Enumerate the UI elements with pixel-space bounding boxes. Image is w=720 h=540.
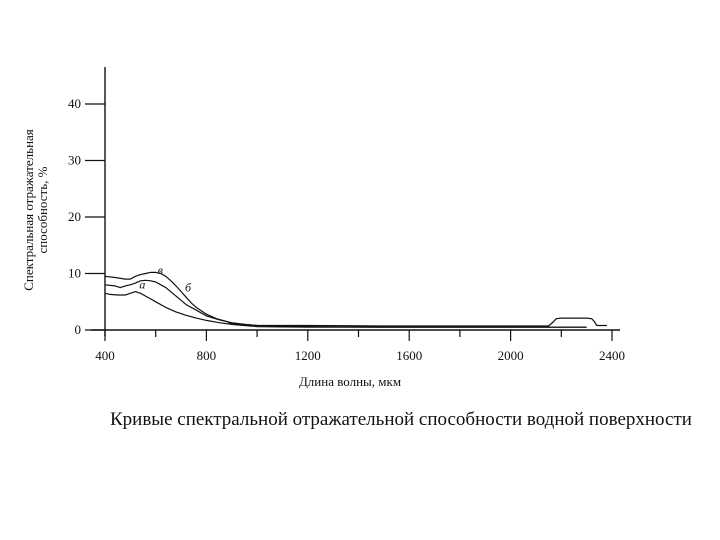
y-axis-title-line-1: Спектральная отражательная xyxy=(21,129,36,291)
series-label-1: а xyxy=(139,278,145,292)
series-line-3 xyxy=(104,279,587,328)
x-tick-label: 2400 xyxy=(599,348,625,363)
series-layer xyxy=(104,271,607,328)
y-tick-label: 0 xyxy=(75,322,82,337)
x-tick-label: 1600 xyxy=(396,348,422,363)
x-axis-title: Длина волны, мкм xyxy=(299,374,401,389)
reflectance-chart: Спектральная отражательная способность, … xyxy=(21,67,625,389)
series-label-3: в xyxy=(158,263,163,277)
x-tick-label: 1200 xyxy=(295,348,321,363)
y-tick-label: 20 xyxy=(68,209,81,224)
x-tick-label: 800 xyxy=(197,348,217,363)
x-tick-label: 2000 xyxy=(498,348,524,363)
series-line-2 xyxy=(104,271,607,327)
y-tick-label: 10 xyxy=(68,266,81,281)
figure-caption: Кривые спектральной отражательной способ… xyxy=(110,409,692,430)
x-tick-label: 400 xyxy=(95,348,115,363)
y-axis-title-line-2: способность, % xyxy=(35,166,50,253)
curve-labels: а б в xyxy=(139,263,192,295)
y-axis-title: Спектральная отражательная способность, … xyxy=(21,129,50,291)
series-label-2: б xyxy=(185,281,192,295)
axes: 0 10 20 30 40 400 800 1200 1600 2000 2400 xyxy=(68,67,625,363)
y-tick-label: 40 xyxy=(68,96,81,111)
y-tick-label: 30 xyxy=(68,153,81,168)
